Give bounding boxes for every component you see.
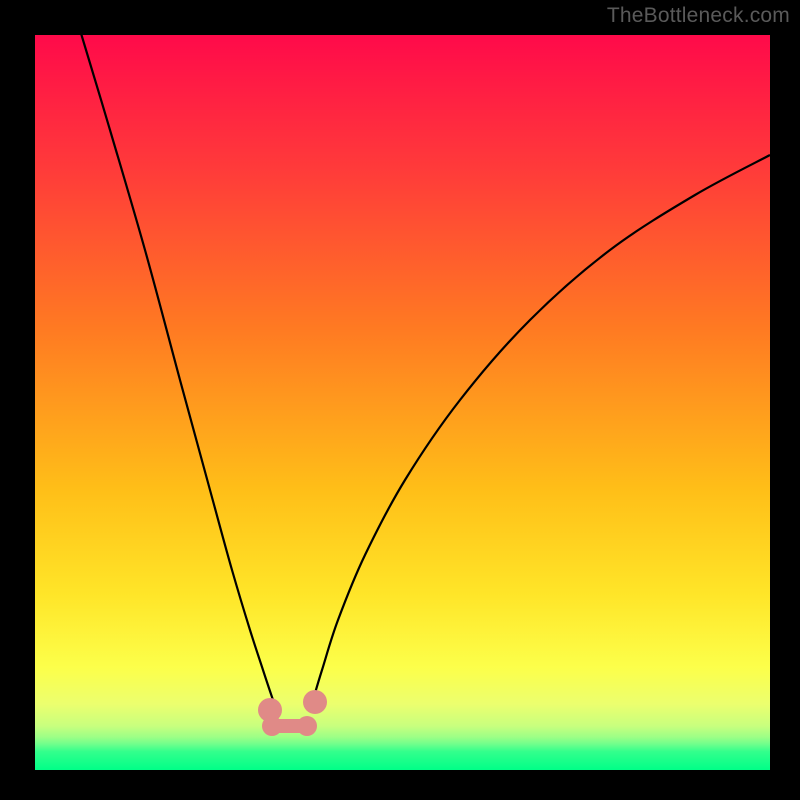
curve-right-branch bbox=[313, 155, 770, 700]
bottom-marker bbox=[258, 690, 327, 736]
curve-left-branch bbox=[80, 30, 273, 700]
chart-svg bbox=[0, 0, 800, 800]
